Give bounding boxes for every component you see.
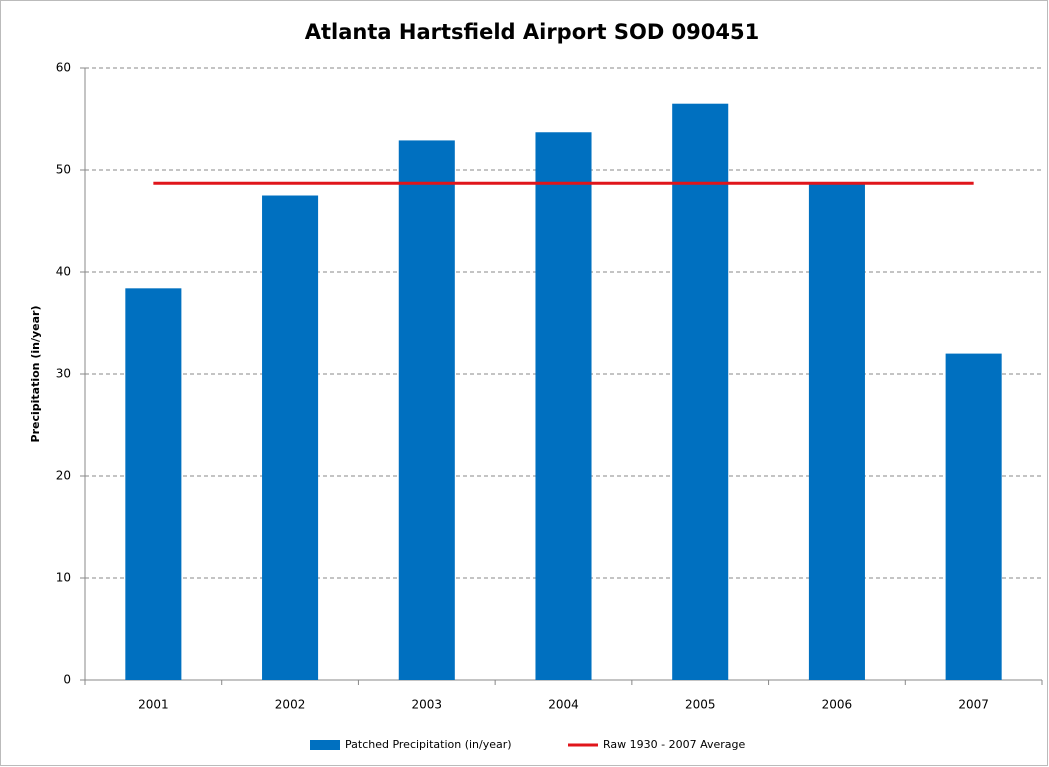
x-tick-label: 2007 <box>958 698 989 712</box>
x-tick-label: 2004 <box>548 698 579 712</box>
y-tick-label: 10 <box>56 571 71 585</box>
legend-label: Raw 1930 - 2007 Average <box>603 738 745 751</box>
bar <box>945 353 1002 680</box>
legend-swatch <box>310 740 340 750</box>
y-axis-label: Precipitation (in/year) <box>29 306 42 443</box>
y-tick-label: 30 <box>56 367 71 381</box>
bar <box>808 183 865 680</box>
x-tick-label: 2006 <box>822 698 853 712</box>
y-tick-label: 60 <box>56 61 71 75</box>
x-tick-label: 2005 <box>685 698 716 712</box>
chart-title: Atlanta Hartsfield Airport SOD 090451 <box>305 20 759 44</box>
x-tick-label: 2003 <box>412 698 443 712</box>
legend-label: Patched Precipitation (in/year) <box>345 738 512 751</box>
bar <box>262 195 319 680</box>
bar <box>125 288 182 680</box>
y-tick-label: 20 <box>56 469 71 483</box>
bar <box>398 140 455 681</box>
bar <box>672 103 729 680</box>
y-tick-label: 0 <box>63 673 71 687</box>
y-tick-label: 50 <box>56 163 71 177</box>
y-tick-label: 40 <box>56 265 71 279</box>
x-tick-label: 2001 <box>138 698 169 712</box>
bar <box>535 132 592 680</box>
x-tick-label: 2002 <box>275 698 306 712</box>
